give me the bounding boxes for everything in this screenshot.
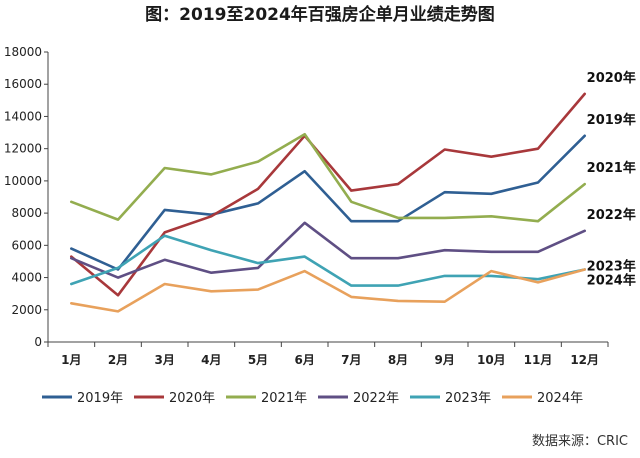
x-tick-label: 4月	[201, 353, 221, 367]
series-end-label-2024年: 2024年	[587, 273, 636, 289]
series-line-2020年	[70, 92, 587, 297]
source-note: 数据来源：CRIC	[532, 434, 628, 449]
y-tick-label: 16000	[4, 77, 42, 91]
series-line-2023年	[70, 234, 587, 287]
x-tick-label: 3月	[154, 353, 174, 367]
x-tick-label: 9月	[434, 353, 454, 367]
series-end-label-2021年: 2021年	[587, 160, 636, 176]
series-line-2019年	[70, 134, 587, 271]
y-tick-label: 10000	[4, 174, 42, 188]
x-tick-label: 2月	[108, 353, 128, 367]
series-line-2021年	[70, 132, 587, 223]
legend-label-2023年: 2023年	[445, 391, 491, 406]
x-tick-label: 10月	[477, 353, 506, 367]
series-end-label-2022年: 2022年	[587, 207, 636, 223]
legend-label-2022年: 2022年	[353, 391, 399, 406]
x-tick-label: 7月	[341, 353, 361, 367]
y-tick-label: 8000	[11, 206, 42, 220]
axes: 0 2000 4000 6000 8000 10000 12000 14000 16000 180…	[4, 45, 609, 367]
series-lines	[70, 92, 587, 313]
x-tick-label: 6月	[294, 353, 314, 367]
y-tick-label: 6000	[11, 238, 42, 252]
series-end-label-2020年: 2020年	[587, 70, 636, 86]
x-tick-label: 1月	[61, 353, 81, 367]
y-tick-label: 14000	[4, 109, 42, 123]
y-tick-label: 2000	[11, 303, 42, 317]
series-line-2022年	[70, 221, 587, 279]
x-tick-label: 12月	[570, 353, 599, 367]
x-tick-label: 11月	[524, 353, 553, 367]
y-tick-label: 4000	[11, 271, 42, 285]
x-tick-label: 8月	[388, 353, 408, 367]
legend-label-2021年: 2021年	[261, 391, 307, 406]
y-tick-label: 12000	[4, 142, 42, 156]
series-line-2024年	[70, 268, 587, 313]
series-end-label-2019年: 2019年	[587, 112, 636, 128]
chart-title: 图：2019至2024年百强房企单月业绩走势图	[145, 4, 495, 25]
legend: 2019年 2020年 2021年 2022年 2023年 2024年	[42, 391, 583, 406]
y-tick-label: 0	[34, 335, 42, 349]
legend-label-2020年: 2020年	[169, 391, 215, 406]
legend-label-2019年: 2019年	[77, 391, 123, 406]
series-end-label-2023年: 2023年	[587, 259, 636, 275]
x-tick-label: 5月	[248, 353, 268, 367]
y-tick-label: 18000	[4, 45, 42, 59]
legend-label-2024年: 2024年	[537, 391, 583, 406]
